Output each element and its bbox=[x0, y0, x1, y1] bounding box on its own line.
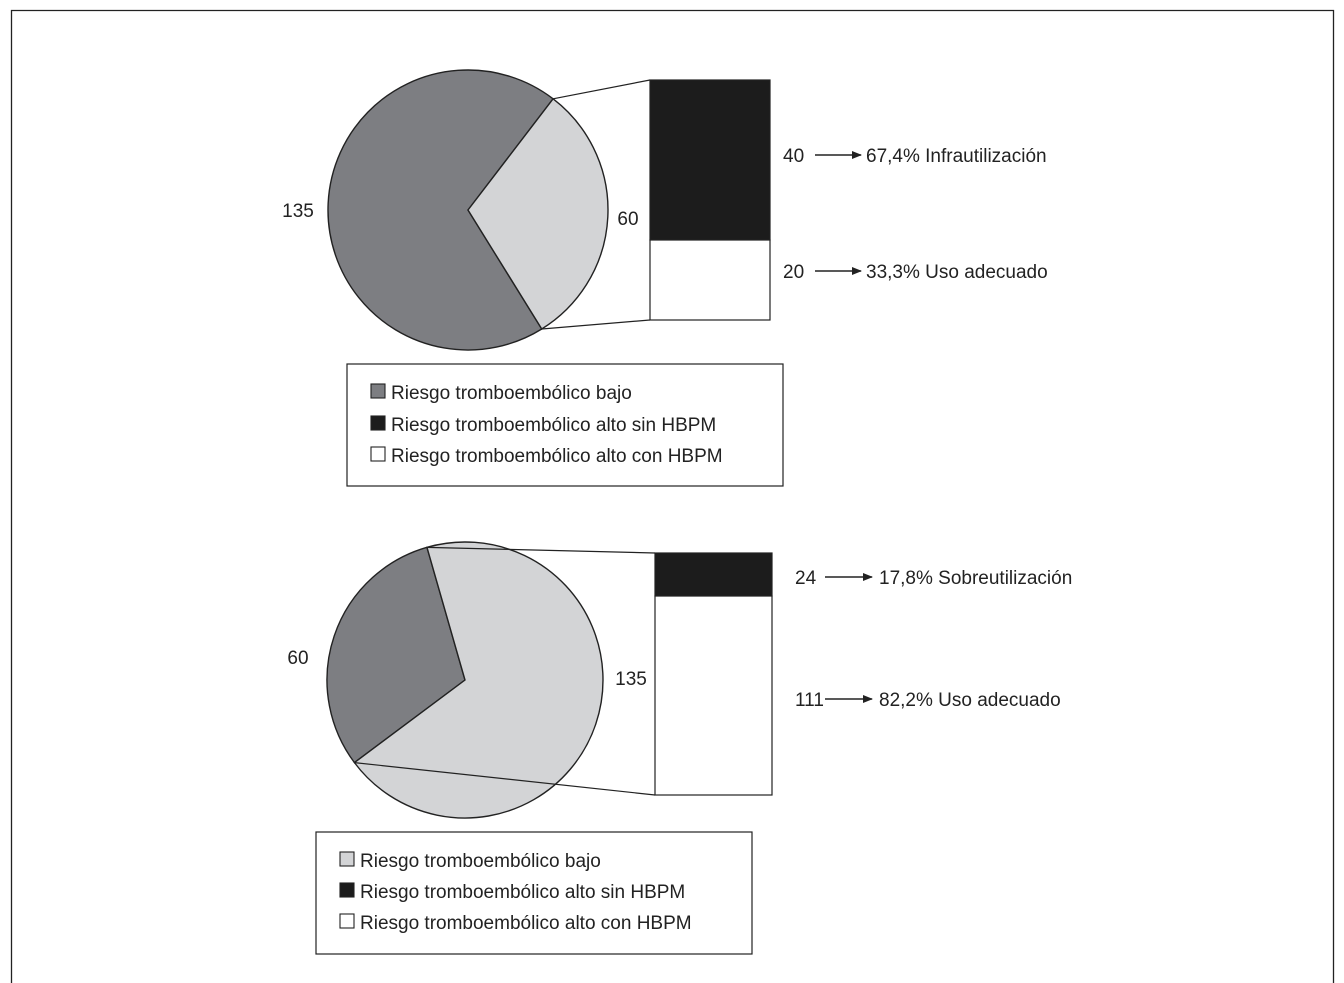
slice-label: 135 bbox=[282, 201, 314, 222]
legend-box bbox=[346, 363, 784, 487]
bar-segment bbox=[649, 239, 771, 321]
legend-label: Riesgo tromboembólico bajo bbox=[360, 851, 601, 872]
bar-segment bbox=[649, 79, 771, 241]
connector-line bbox=[541, 319, 651, 330]
bar-segment bbox=[654, 595, 773, 796]
legend-box bbox=[315, 831, 753, 955]
segment-annotation: 33,3% Uso adecuado bbox=[866, 262, 1048, 283]
pie-slice bbox=[326, 546, 466, 764]
connector-line bbox=[426, 546, 656, 554]
legend: Riesgo tromboembólico bajo Riesgo tromboe… bbox=[346, 363, 784, 487]
slice-label: 135 bbox=[615, 669, 647, 690]
slice-label: 60 bbox=[617, 209, 638, 230]
connector-line bbox=[354, 762, 656, 796]
connector-line bbox=[552, 79, 651, 100]
legend: Riesgo tromboembólico bajo Riesgo tromboe… bbox=[315, 831, 753, 955]
legend-swatch bbox=[339, 913, 355, 929]
legend-swatch bbox=[339, 851, 355, 867]
segment-value-label: 40 bbox=[783, 146, 804, 167]
legend-label: Riesgo tromboembólico alto sin HBPM bbox=[360, 882, 685, 903]
legend-label: Riesgo tromboembólico alto sin HBPM bbox=[391, 415, 716, 436]
legend-label: Riesgo tromboembólico alto con HBPM bbox=[391, 446, 723, 467]
segment-value-label: 20 bbox=[783, 262, 804, 283]
legend-swatch bbox=[370, 446, 386, 462]
segment-annotation: 82,2% Uso adecuado bbox=[879, 690, 1061, 711]
legend-swatch bbox=[370, 415, 386, 431]
pie-chart-top: 135 60 40 67,4% Infrautilización 20 33,3% Uso… bbox=[282, 69, 1048, 487]
pie-slice bbox=[327, 69, 555, 351]
legend-label: Riesgo tromboembólico alto con HBPM bbox=[360, 913, 692, 934]
segment-value-label: 24 bbox=[795, 568, 817, 589]
pie-slice bbox=[353, 541, 604, 819]
slice-label: 60 bbox=[287, 648, 308, 669]
pie-slice bbox=[467, 97, 609, 330]
figure-frame bbox=[10, 9, 1335, 983]
segment-annotation: 17,8% Sobreutilización bbox=[879, 568, 1072, 589]
legend-swatch bbox=[339, 882, 355, 898]
legend-swatch bbox=[370, 383, 386, 399]
pie-chart-bottom: 60 135 24 17,8% Sobreutilización 111 82,2% Us… bbox=[287, 541, 1072, 955]
segment-value-label: 111 bbox=[795, 690, 824, 711]
segment-annotation: 67,4% Infrautilización bbox=[866, 146, 1047, 167]
bar-segment bbox=[654, 552, 773, 597]
legend-label: Riesgo tromboembólico bajo bbox=[391, 383, 632, 404]
